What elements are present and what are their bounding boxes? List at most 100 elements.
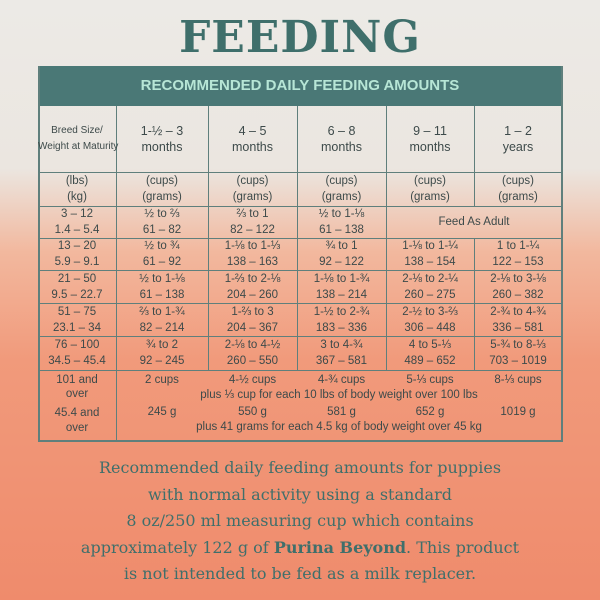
data-cell: 138 – 154 — [404, 256, 456, 268]
header-cell: 6 – 8 — [327, 124, 356, 138]
data-cell: 138 – 214 — [315, 288, 368, 301]
table-caption: RECOMMENDED DAILY FEEDING AMOUNTS — [38, 66, 562, 106]
data-cell: 122 – 153 — [492, 256, 544, 268]
grid-line — [561, 66, 563, 441]
grid-line — [297, 206, 298, 238]
data-cell: ½ to 1-⅛ — [318, 208, 365, 220]
last-label: 101 and — [56, 374, 98, 386]
grid-line — [297, 106, 298, 206]
footer-text: approximately 122 g of — [80, 537, 274, 557]
data-cell: 1-⅛ to 1-¾ — [313, 272, 370, 285]
data-cell: ¾ to 2 — [146, 339, 178, 351]
grid-line — [297, 238, 298, 370]
grid-line — [38, 303, 562, 304]
last-label: 45.4 and — [54, 407, 100, 419]
data-cell: 703 – 1019 — [489, 355, 547, 367]
data-cell: ⅔ to 1-¾ — [139, 305, 185, 318]
data-cell: 2-¾ to 4-¾ — [490, 305, 546, 318]
data-cell: 204 – 367 — [226, 321, 279, 334]
data-cell: 3 – 12 — [61, 208, 93, 220]
title: FEEDING — [179, 12, 421, 63]
data-cell: 23.1 – 34 — [53, 321, 101, 334]
data-cell: 1-⅛ to 1-⅓ — [224, 240, 281, 252]
data-cell: ¾ to 1 — [325, 240, 358, 252]
header-cell: months — [141, 140, 183, 154]
header-cell: 4 – 5 — [238, 124, 267, 138]
last-label: over — [65, 388, 89, 400]
grid-line — [474, 106, 475, 206]
data-cell: 260 – 275 — [404, 288, 456, 301]
brand-name: Purina Beyond — [273, 537, 407, 557]
unit-cell: (grams) — [232, 191, 273, 203]
grid-line — [38, 270, 562, 271]
grid-line — [38, 336, 562, 337]
data-cell: 1-⅔ to 2-⅛ — [224, 272, 281, 285]
footer-text: Recommended daily feeding amounts for pu… — [98, 458, 502, 477]
grid-line — [386, 238, 387, 370]
grid-line — [38, 206, 562, 207]
data-cell: 92 – 245 — [139, 355, 185, 367]
header-cell: Breed Size/ — [51, 125, 103, 136]
grid-line — [208, 206, 209, 238]
footer-text: 8 oz/250 ml measuring cup which contains — [126, 511, 474, 530]
data-cell: 9.5 – 22.7 — [51, 288, 103, 301]
grid-line — [116, 370, 117, 440]
data-cell: 489 – 652 — [404, 355, 456, 367]
grid-line — [386, 106, 387, 206]
unit-cell: (grams) — [410, 191, 450, 203]
data-cell: 3 to 4-¾ — [320, 339, 363, 351]
header-cell: months — [321, 140, 362, 154]
unit-cell: (cups) — [502, 175, 534, 187]
footer-line: is not intended to be fed as a milk repl… — [0, 564, 600, 583]
data-cell: 1.4 – 5.4 — [54, 224, 100, 236]
data-cell: 367 – 581 — [315, 355, 368, 367]
data-cell: 183 – 336 — [315, 321, 368, 334]
grams-note: plus 41 grams for each 4.5 kg of body we… — [196, 421, 482, 433]
data-cell: 204 – 260 — [226, 288, 279, 301]
header-cell: Weight at Maturity — [38, 141, 119, 152]
grid-line — [116, 206, 117, 238]
data-cell: 4 to 5-⅓ — [408, 339, 452, 351]
cups-note: plus ⅓ cup for each 10 lbs of body weigh… — [200, 389, 478, 401]
data-cell: 13 – 20 — [57, 240, 97, 252]
footer-line: Recommended daily feeding amounts for pu… — [0, 458, 600, 477]
data-cell: 76 – 100 — [54, 339, 100, 351]
footer-text: . This product — [406, 537, 520, 557]
data-cell: 61 – 138 — [319, 224, 364, 236]
data-cell: 61 – 138 — [139, 288, 185, 301]
cups-cell: 4-¾ cups — [317, 374, 366, 386]
data-cell: 1-⅔ to 3 — [231, 305, 274, 318]
data-cell: 260 – 382 — [492, 288, 544, 301]
data-cell: 336 – 581 — [492, 321, 544, 334]
data-cell: 21 – 50 — [57, 272, 97, 285]
cups-cell: 8-⅓ cups — [494, 374, 542, 386]
grid-line — [116, 238, 117, 370]
grid-line — [38, 66, 40, 441]
grid-line — [208, 238, 209, 370]
data-cell: 2-½ to 3-⅔ — [402, 305, 458, 318]
data-cell: 2-⅛ to 2-¼ — [402, 272, 458, 285]
unit-cell: (grams) — [321, 191, 362, 203]
header-cell: months — [409, 140, 451, 154]
grid-line — [38, 440, 563, 442]
data-cell: ½ to ⅔ — [144, 208, 180, 220]
data-cell: 1 to 1-¼ — [496, 240, 540, 252]
last-label: over — [65, 422, 89, 434]
grid-line — [38, 370, 562, 371]
header-cell: 9 – 11 — [413, 124, 447, 138]
grams-cell: 652 g — [415, 406, 445, 418]
footer-text: with normal activity using a standard — [148, 484, 452, 504]
unit-cell: (grams) — [498, 191, 538, 203]
data-cell: ½ to ¾ — [144, 240, 180, 252]
unit-cell: (lbs) — [65, 175, 89, 187]
data-cell: 82 – 214 — [139, 321, 185, 334]
data-cell: 5.9 – 9.1 — [54, 256, 100, 268]
data-cell: 61 – 92 — [142, 256, 182, 268]
grams-cell: 550 g — [238, 406, 267, 418]
grid-line — [38, 172, 562, 173]
header-cell: 1 – 2 — [504, 124, 532, 138]
cups-cell: 4-½ cups — [228, 374, 277, 386]
data-cell: 260 – 550 — [226, 355, 279, 367]
header-cell: months — [232, 140, 273, 154]
